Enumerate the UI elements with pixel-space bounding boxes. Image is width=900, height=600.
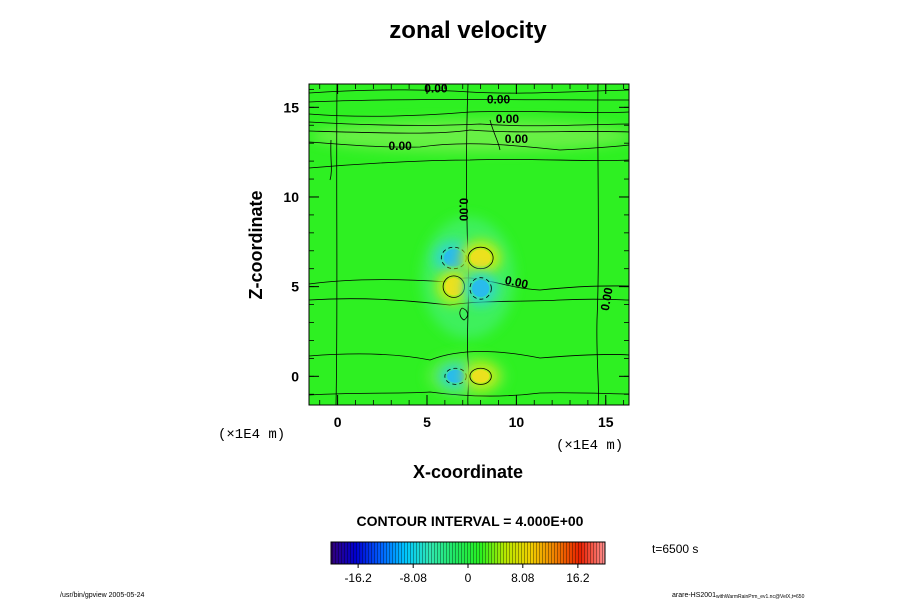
- colorbar-tick-label: -8.08: [400, 571, 428, 585]
- x-unit-left: (×1E4 m): [218, 427, 285, 443]
- feature-negative-core: [443, 249, 464, 267]
- y-axis-label: Z-coordinate: [246, 190, 266, 299]
- contour-label: 0.00: [388, 139, 412, 153]
- y-tick-label: 5: [291, 279, 299, 295]
- colorbar-tick-label: 16.2: [566, 571, 590, 585]
- contour-label: 0.00: [598, 286, 616, 312]
- contour-interval: CONTOUR INTERVAL = 4.000E+00: [357, 513, 584, 529]
- footer-left: /usr/bin/gpview 2005-05-24: [60, 592, 145, 599]
- feature-positive-contour: [469, 367, 492, 385]
- shading-band: [310, 119, 629, 153]
- colorbar-stripes: [331, 542, 605, 564]
- colorbar-tick-label: -16.2: [344, 571, 372, 585]
- colorbar: -16.2 -8.08 0 8.08 16.2: [330, 541, 606, 585]
- y-axis-ticks: 0 5 10 15: [283, 99, 629, 384]
- time-label: t=6500 s: [652, 542, 698, 556]
- feature-positive-core: [470, 249, 491, 267]
- contour-labels: 0.00 0.00 0.00 0.00 0.00 0.00 0.00 0.00: [388, 82, 616, 312]
- footer-right-sub: withWarmRainPrm_ev1.nc@VelX,t=650: [716, 594, 805, 600]
- contour-label: 0.00: [424, 82, 448, 96]
- feature-negative-core: [472, 279, 490, 298]
- feature-positive-core: [472, 369, 490, 383]
- contour-label: 0.00: [496, 112, 520, 126]
- feature-negative-core: [447, 369, 465, 383]
- contour-label: 0.00: [504, 273, 530, 292]
- contour-features: [433, 240, 501, 390]
- feature-negative-contour: [469, 277, 492, 300]
- plot-area: 0.00 0.00 0.00 0.00 0.00 0.00 0.00 0.00: [308, 82, 630, 406]
- x-axis-label: X-coordinate: [413, 462, 523, 482]
- feature-positive-contour: [467, 246, 494, 270]
- plot-frame: [308, 83, 630, 406]
- contour-label: 0.00: [487, 92, 511, 106]
- footer-right: arare-HS2001withWarmRainPrm_ev1.nc@VelX,…: [672, 592, 805, 600]
- y-tick-label: 15: [283, 99, 299, 115]
- x-tick-label: 15: [598, 414, 614, 430]
- contour-label: 0.00: [505, 132, 529, 146]
- y-tick-label: 10: [283, 189, 299, 205]
- feature-positive-core: [445, 278, 463, 296]
- contour-lines: [309, 84, 629, 405]
- x-axis-ticks: 0 5 10 15: [334, 84, 614, 430]
- x-tick-label: 10: [509, 414, 525, 430]
- colorbar-ticks: -16.2 -8.08 0 8.08 16.2: [344, 564, 590, 585]
- y-tick-label: 0: [291, 368, 299, 384]
- colorbar-tick-label: 8.08: [511, 571, 535, 585]
- x-unit-right: (×1E4 m): [556, 438, 623, 454]
- contour-label: 0.00: [457, 198, 471, 222]
- footer-right-main: arare-HS2001: [672, 592, 716, 599]
- x-tick-label: 0: [334, 414, 342, 430]
- x-tick-label: 5: [423, 414, 431, 430]
- colorbar-tick-label: 0: [465, 571, 472, 585]
- chart-title: zonal velocity: [389, 17, 547, 44]
